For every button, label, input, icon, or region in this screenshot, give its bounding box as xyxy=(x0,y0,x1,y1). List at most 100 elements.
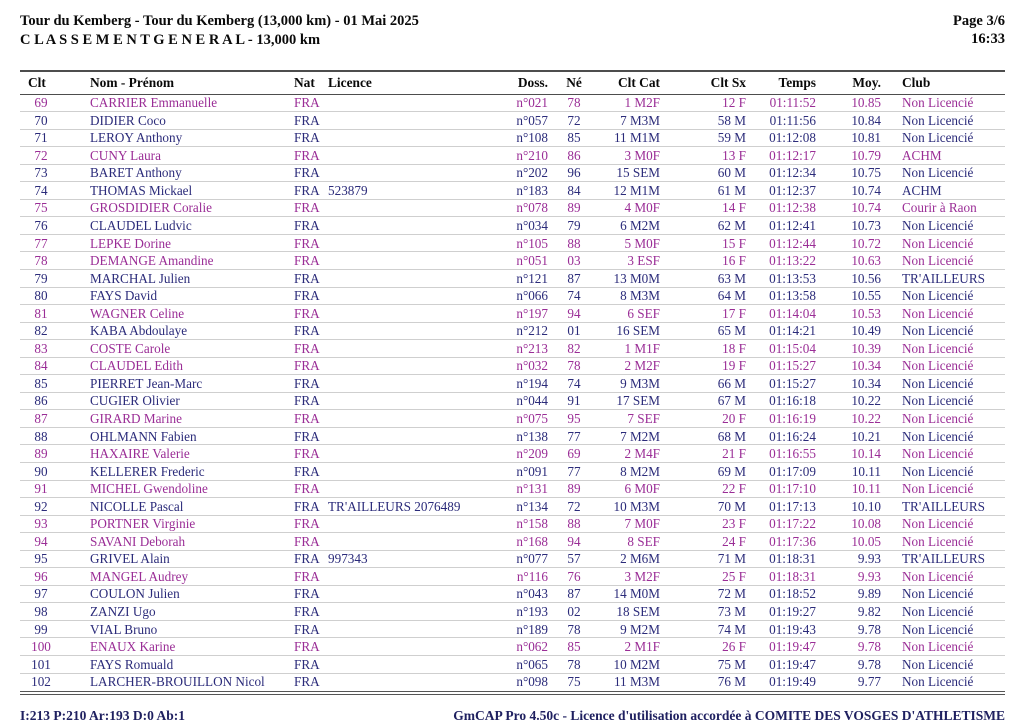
cell-time: 01:15:04 xyxy=(769,340,816,356)
cell-nationality: FRA xyxy=(294,446,320,462)
cell-name: COULON Julien xyxy=(90,586,180,602)
cell-average-speed: 9.78 xyxy=(857,639,881,655)
cell-birth-year: 77 xyxy=(567,463,581,479)
cell-bib: n°062 xyxy=(516,639,548,655)
cell-average-speed: 10.73 xyxy=(851,218,881,233)
cell-name: HAXAIRE Valerie xyxy=(90,446,190,462)
cell-nationality: FRA xyxy=(294,481,320,497)
table-row: 98 ZANZI Ugo FRA n°193 02 18 SEM 73 M 01… xyxy=(20,603,1005,621)
cell-nationality: FRA xyxy=(294,498,320,514)
table-row: 72 CUNY Laura FRA n°210 86 3 M0F 13 F 01… xyxy=(20,147,1005,165)
cell-bib: n°075 xyxy=(516,411,548,427)
cell-licence xyxy=(322,164,505,182)
cell-club: Non Licencié xyxy=(902,463,974,479)
table-row: 94 SAVANI Deborah FRA n°168 94 8 SEF 24 … xyxy=(20,533,1005,551)
cell-club: TR'AILLEURS xyxy=(902,498,985,514)
cell-club: Non Licencié xyxy=(902,639,974,655)
cell-nationality: FRA xyxy=(294,200,320,216)
cell-sex-rank: 67 M xyxy=(717,393,746,409)
cell-rank: 102 xyxy=(31,674,51,690)
cell-bib: n°044 xyxy=(516,393,548,409)
cell-birth-year: 82 xyxy=(567,340,581,356)
cell-category-rank: 1 M2F xyxy=(624,95,660,111)
cell-birth-year: 78 xyxy=(567,95,581,111)
table-row: 87 GIRARD Marine FRA n°075 95 7 SEF 20 F… xyxy=(20,410,1005,428)
cell-time: 01:18:31 xyxy=(769,568,816,584)
cell-bib: n°034 xyxy=(516,218,548,233)
table-row: 88 OHLMANN Fabien FRA n°138 77 7 M2M 68 … xyxy=(20,427,1005,445)
cell-nationality: FRA xyxy=(294,516,320,532)
col-header-name: Nom - Prénom xyxy=(90,74,175,90)
cell-rank: 78 xyxy=(34,253,48,269)
cell-birth-year: 89 xyxy=(567,200,581,216)
cell-time: 01:12:37 xyxy=(769,182,816,198)
cell-name: KELLERER Frederic xyxy=(90,463,205,479)
cell-rank: 100 xyxy=(31,639,51,655)
cell-category-rank: 6 M0F xyxy=(624,481,660,497)
cell-time: 01:12:38 xyxy=(769,200,816,216)
page-info-block: Page 3/6 16:33 xyxy=(953,12,1005,48)
cell-time: 01:17:10 xyxy=(769,481,816,497)
cell-licence xyxy=(322,129,505,147)
cell-nationality: FRA xyxy=(294,428,320,444)
cell-nationality: FRA xyxy=(294,288,320,304)
document-footer: I:213 P:210 Ar:193 D:0 Ab:1 GmCAP Pro 4.… xyxy=(20,708,1005,724)
cell-bib: n°066 xyxy=(516,288,548,304)
cell-rank: 70 xyxy=(34,112,48,128)
cell-category-rank: 9 M3M xyxy=(620,375,660,391)
table-row: 89 HAXAIRE Valerie FRA n°209 69 2 M4F 21… xyxy=(20,445,1005,463)
cell-club: Non Licencié xyxy=(902,305,974,321)
cell-bib: n°202 xyxy=(516,165,548,181)
cell-birth-year: 79 xyxy=(567,218,581,233)
table-row: 70 DIDIER Coco FRA n°057 72 7 M3M 58 M 0… xyxy=(20,112,1005,130)
cell-category-rank: 18 SEM xyxy=(616,604,660,620)
cell-nationality: FRA xyxy=(294,235,320,251)
cell-nationality: FRA xyxy=(294,340,320,356)
cell-birth-year: 75 xyxy=(567,674,581,690)
cell-club: Non Licencié xyxy=(902,533,974,549)
cell-name: SAVANI Deborah xyxy=(90,533,186,549)
cell-time: 01:17:09 xyxy=(769,463,816,479)
table-row: 82 KABA Abdoulaye FRA n°212 01 16 SEM 65… xyxy=(20,322,1005,340)
cell-bib: n°131 xyxy=(516,481,548,497)
cell-bib: n°091 xyxy=(516,463,548,479)
cell-licence xyxy=(322,94,505,112)
cell-rank: 76 xyxy=(34,218,48,233)
cell-birth-year: 85 xyxy=(567,639,581,655)
cell-name: GIRARD Marine xyxy=(90,411,182,427)
cell-club: Non Licencié xyxy=(902,604,974,620)
cell-club: Non Licencié xyxy=(902,358,974,374)
cell-nationality: FRA xyxy=(294,95,320,111)
table-row: 99 VIAL Bruno FRA n°189 78 9 M2M 74 M 01… xyxy=(20,620,1005,638)
cell-licence: 523879 xyxy=(328,182,368,198)
cell-rank: 98 xyxy=(34,604,48,620)
cell-rank: 75 xyxy=(34,200,48,216)
page-number: Page 3/6 xyxy=(953,13,1005,29)
cell-time: 01:14:04 xyxy=(769,305,816,321)
cell-club: Non Licencié xyxy=(902,674,974,690)
cell-rank: 87 xyxy=(34,411,48,427)
cell-club: ACHM xyxy=(902,182,942,198)
cell-licence xyxy=(322,673,505,691)
table-row: 81 WAGNER Celine FRA n°197 94 6 SEF 17 F… xyxy=(20,305,1005,323)
cell-category-rank: 14 M0M xyxy=(613,586,660,602)
table-row: 86 CUGIER Olivier FRA n°044 91 17 SEM 67… xyxy=(20,392,1005,410)
cell-rank: 72 xyxy=(34,147,48,163)
cell-club: Non Licencié xyxy=(902,235,974,251)
cell-time: 01:12:17 xyxy=(769,147,816,163)
cell-time: 01:12:44 xyxy=(769,235,816,251)
cell-name: LEPKE Dorine xyxy=(90,235,171,251)
cell-birth-year: 03 xyxy=(567,253,581,269)
cell-name: CARRIER Emmanuelle xyxy=(90,95,218,111)
cell-nationality: FRA xyxy=(294,604,320,620)
cell-rank: 77 xyxy=(34,235,48,251)
cell-bib: n°197 xyxy=(516,305,548,321)
cell-category-rank: 15 SEM xyxy=(616,165,660,181)
cell-sex-rank: 66 M xyxy=(717,375,746,391)
cell-licence xyxy=(322,445,505,463)
cell-time: 01:11:56 xyxy=(769,112,816,128)
table-row: 102 LARCHER-BROUILLON Nicol FRA n°098 75… xyxy=(20,673,1005,691)
cell-category-rank: 12 M1M xyxy=(613,182,660,198)
cell-nationality: FRA xyxy=(294,393,320,409)
table-row: 78 DEMANGE Amandine FRA n°051 03 3 ESF 1… xyxy=(20,252,1005,270)
